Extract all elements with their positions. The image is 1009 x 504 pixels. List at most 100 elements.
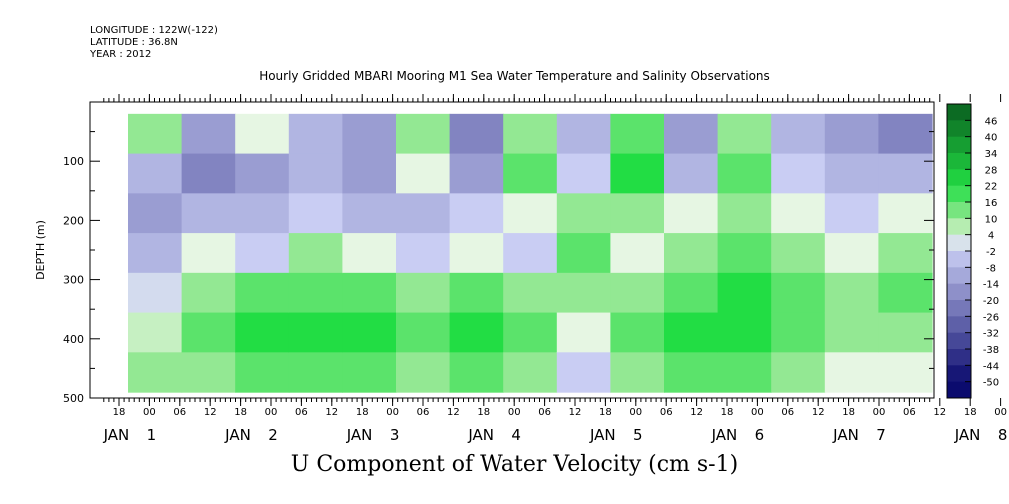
heatmap-cell	[181, 312, 236, 353]
chart-title: Hourly Gridded MBARI Mooring M1 Sea Wate…	[259, 69, 770, 83]
heatmap-cell	[396, 312, 451, 353]
heatmap-cell	[449, 153, 504, 194]
heatmap-cell	[449, 113, 504, 155]
heatmap-cell	[664, 113, 719, 155]
x-hour-label: 06	[173, 407, 186, 418]
x-hour-label: 18	[599, 407, 612, 418]
y-tick-label: 200	[63, 214, 84, 227]
y-axis-label: DEPTH (m)	[34, 220, 47, 280]
heatmap-cell	[664, 352, 719, 393]
longitude-label: LONGITUDE : 122W(-122)	[90, 25, 218, 36]
x-day-number: 4	[511, 426, 521, 444]
colorbar-segment	[947, 202, 971, 219]
heatmap-cell	[610, 193, 665, 234]
heatmap-cell	[771, 352, 826, 393]
heatmap-cell	[556, 233, 611, 274]
x-hour-label: 12	[812, 407, 825, 418]
heatmap-cell	[556, 193, 611, 234]
x-hour-label: 00	[873, 407, 886, 418]
heatmap-cell	[824, 272, 879, 314]
heatmap-cell	[717, 113, 772, 155]
heatmap-cell	[610, 312, 665, 353]
heatmap-cell	[128, 113, 183, 155]
x-minor-ticks-bottom	[103, 398, 931, 402]
heatmap-cell	[664, 233, 719, 274]
y-tick-label: 300	[63, 274, 84, 287]
heatmap-cell	[878, 153, 933, 194]
heatmap-cell	[824, 113, 879, 155]
colorbar-segment	[947, 283, 971, 301]
colorbar-label: 28	[985, 165, 998, 176]
colorbar-segment	[947, 316, 971, 334]
heatmap-cell	[717, 272, 772, 314]
colorbar-segment	[947, 169, 971, 187]
colorbar-label: 22	[985, 182, 998, 193]
x-hour-label: 00	[143, 407, 156, 418]
heatmap-cell	[288, 352, 343, 393]
heatmap-cell	[288, 312, 343, 353]
colorbar-label: 16	[985, 198, 998, 209]
heatmap-cell	[235, 272, 290, 314]
heatmap-cell	[128, 272, 183, 314]
colorbar-segment	[947, 251, 971, 268]
x-day-number: 2	[268, 426, 278, 444]
heatmap-cell	[717, 233, 772, 274]
x-day-number: 3	[390, 426, 400, 444]
x-hour-label: 06	[660, 407, 673, 418]
x-day-label: JAN	[589, 426, 616, 444]
heatmap-cell	[181, 352, 236, 393]
x-hour-label: 06	[417, 407, 430, 418]
x-hour-label: 12	[447, 407, 460, 418]
heatmap-cell	[556, 312, 611, 353]
colorbar-label: -2	[986, 247, 996, 258]
x-day-label: JAN	[103, 426, 130, 444]
heatmap-cell	[771, 312, 826, 353]
colorbar-segment	[947, 120, 971, 138]
heatmap-cell	[181, 193, 236, 234]
y-tick-label: 400	[63, 333, 84, 346]
heatmap-cell	[771, 113, 826, 155]
heatmap-cell	[556, 113, 611, 155]
x-hour-label: 00	[386, 407, 399, 418]
colorbar-label: -32	[983, 329, 999, 340]
colorbar-segment	[947, 234, 971, 252]
x-hour-label: 06	[781, 407, 794, 418]
x-hour-label: 00	[508, 407, 521, 418]
heatmap-cell	[771, 153, 826, 194]
heatmap-cell	[449, 193, 504, 234]
heatmap-cell	[824, 233, 879, 274]
x-hour-label: 18	[234, 407, 247, 418]
heatmap-cell	[288, 272, 343, 314]
axes: 18 00 06 12 18 00 06 12 18 00 06 12 18 00 06 12 18 00 06 12…	[34, 94, 1007, 444]
heatmap-cell	[610, 272, 665, 314]
x-hour-label: 12	[933, 407, 946, 418]
heatmap-cell	[288, 153, 343, 194]
colorbar-label: 46	[985, 116, 998, 127]
x-hour-label: 12	[690, 407, 703, 418]
heatmap-cell	[878, 113, 933, 155]
heatmap-cell	[664, 193, 719, 234]
x-hour-label: 00	[994, 407, 1007, 418]
heatmap-cell	[235, 193, 290, 234]
heatmap-cell	[664, 153, 719, 194]
heatmap-cell	[878, 233, 933, 274]
heatmap-cell	[664, 312, 719, 353]
heatmap-cell	[128, 233, 183, 274]
heatmap-cell	[824, 193, 879, 234]
x-hour-label: 12	[325, 407, 338, 418]
x-hour-label: 18	[356, 407, 369, 418]
colorbar-segment	[947, 332, 971, 350]
heatmap-cell	[342, 193, 397, 234]
heatmap-cell	[503, 312, 558, 353]
heatmap-cell	[503, 233, 558, 274]
heatmap-cell	[771, 272, 826, 314]
x-hour-label: 06	[903, 407, 916, 418]
heatmap-cell	[556, 153, 611, 194]
x-hour-label: 06	[295, 407, 308, 418]
heatmap-cell	[396, 233, 451, 274]
heatmap-cell	[449, 352, 504, 393]
heatmap-cell	[771, 233, 826, 274]
heatmap-cell	[235, 352, 290, 393]
heatmap-cell	[449, 312, 504, 353]
x-hour-label: 18	[721, 407, 734, 418]
